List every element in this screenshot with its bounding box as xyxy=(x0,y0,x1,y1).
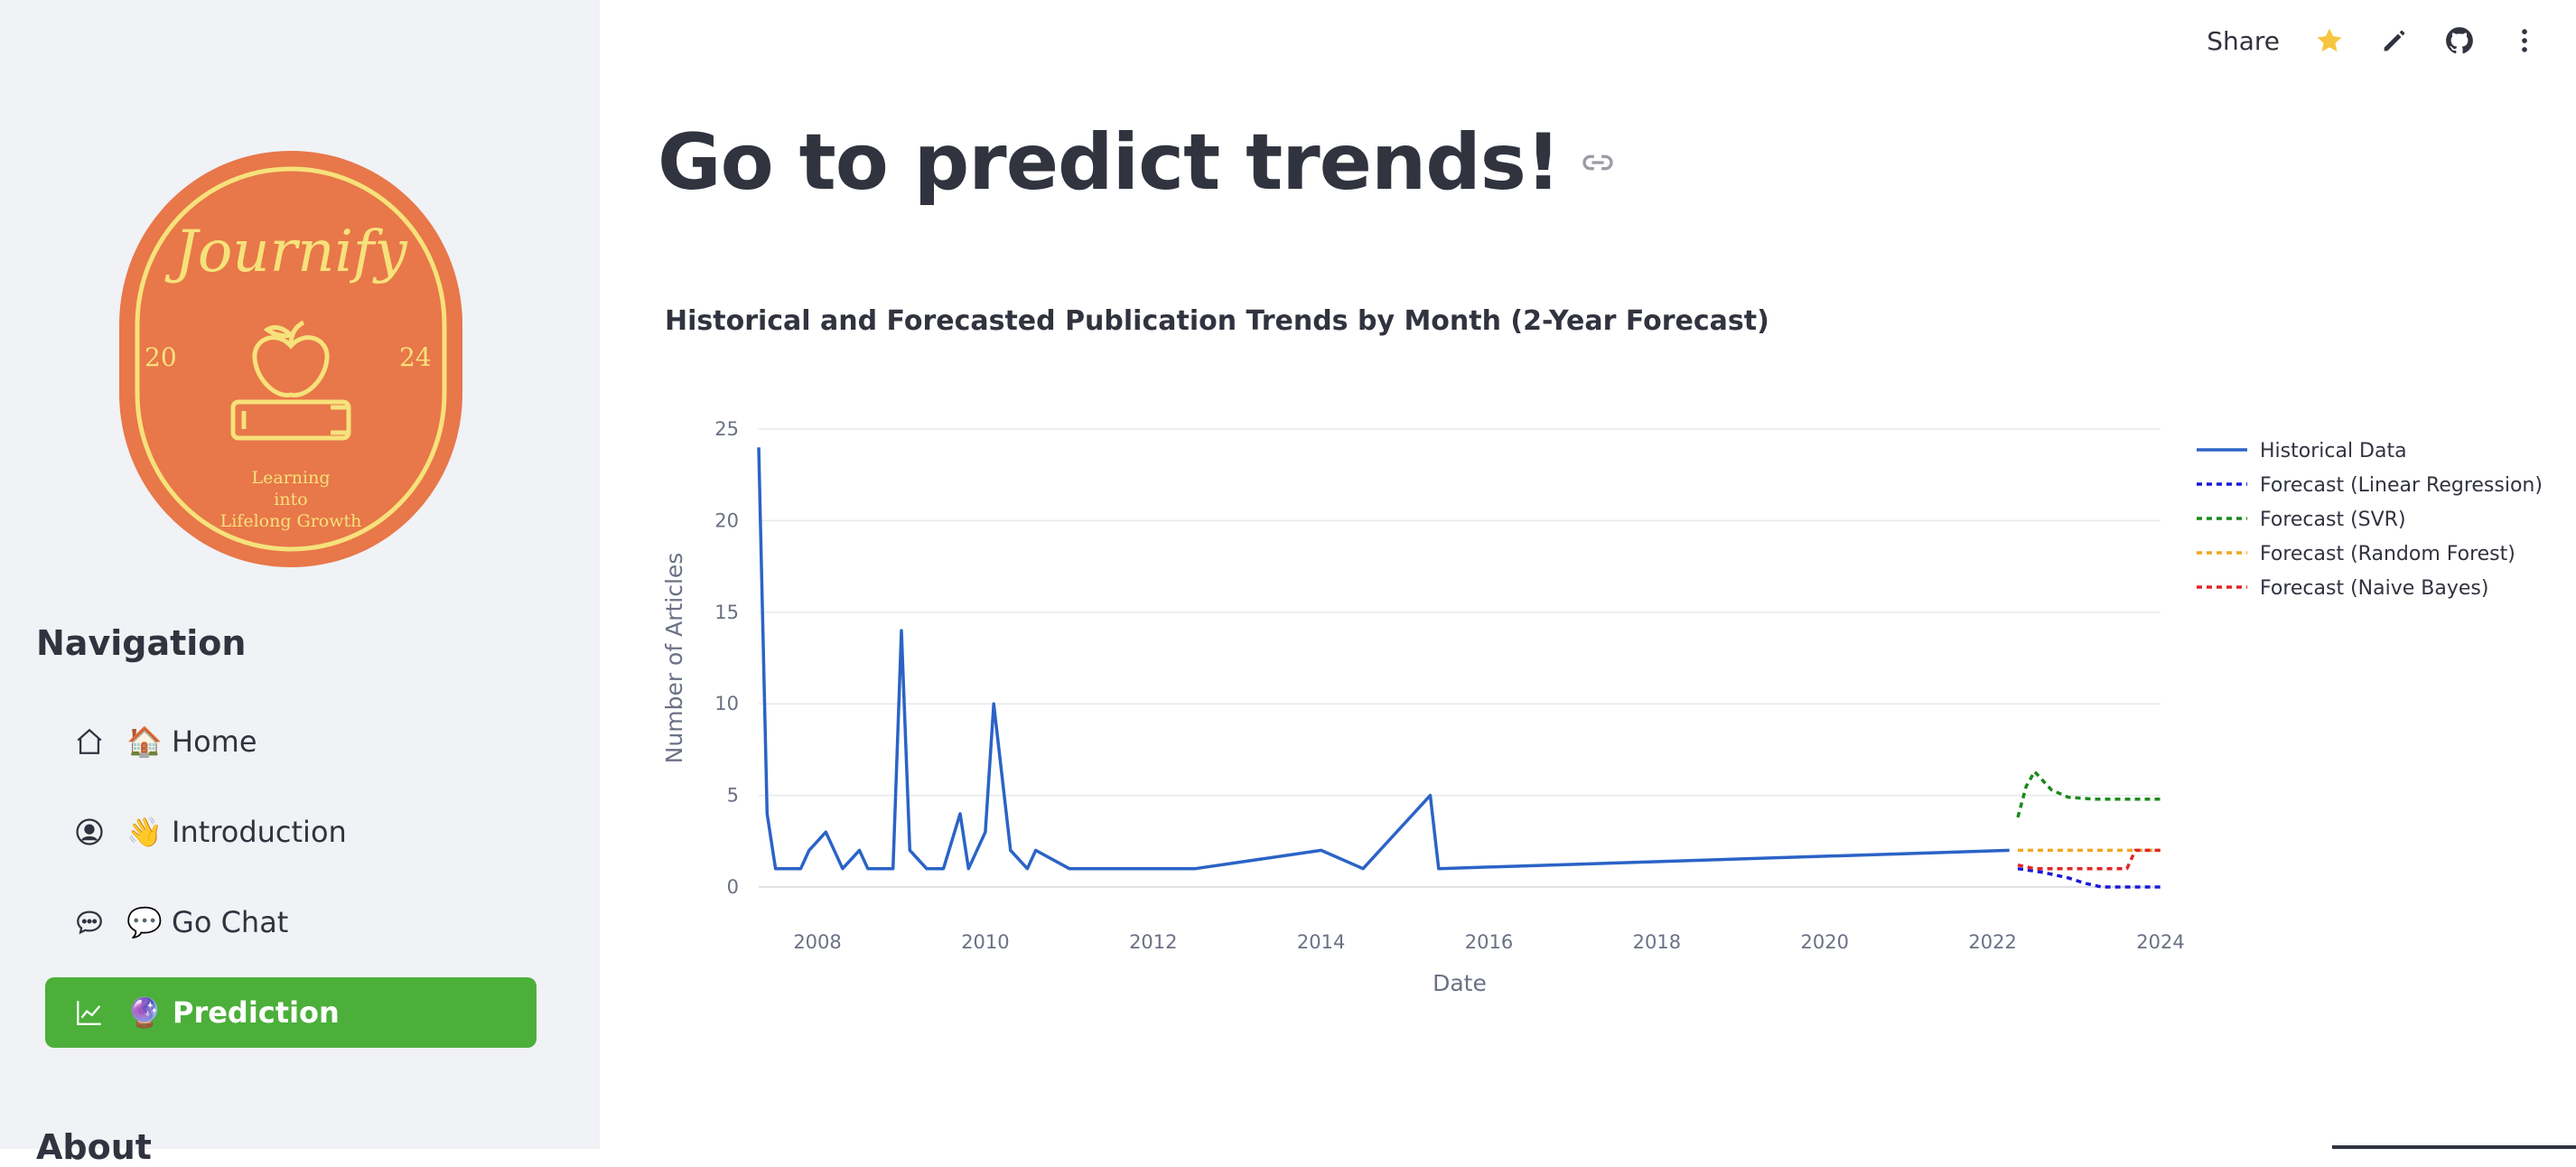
apple-book-icon xyxy=(230,320,351,441)
x-tick-label: 2022 xyxy=(1968,931,2016,953)
github-icon[interactable] xyxy=(2444,25,2475,56)
y-tick-label: 15 xyxy=(714,602,739,623)
legend-label: Forecast (SVR) xyxy=(2260,509,2406,531)
x-axis-label: Date xyxy=(1433,970,1487,996)
link-icon[interactable] xyxy=(1580,145,1616,181)
about-title: About xyxy=(36,1127,152,1167)
home-icon xyxy=(72,724,107,759)
chart-line-icon xyxy=(72,995,107,1030)
header-toolbar: Share xyxy=(2207,25,2540,56)
x-tick-label: 2024 xyxy=(2136,931,2184,953)
share-button[interactable]: Share xyxy=(2207,25,2280,56)
logo-title: Journify xyxy=(164,219,407,285)
page-title: Go to predict trends! xyxy=(658,117,1616,208)
star-icon[interactable] xyxy=(2314,25,2345,56)
x-tick-label: 2008 xyxy=(793,931,841,953)
navigation-title: Navigation xyxy=(36,623,247,663)
y-tick-label: 0 xyxy=(727,876,739,898)
legend-label: Forecast (Random Forest) xyxy=(2260,543,2515,565)
x-tick-label: 2014 xyxy=(1297,931,1345,953)
sidebar-item-label: 🔮 Prediction xyxy=(126,995,340,1030)
more-icon[interactable] xyxy=(2509,25,2540,56)
legend-label: Forecast (Linear Regression) xyxy=(2260,474,2543,497)
y-tick-label: 10 xyxy=(714,693,739,714)
x-tick-label: 2018 xyxy=(1633,931,1681,953)
bottom-edge-bar xyxy=(2332,1145,2576,1149)
logo-year-left: 20 xyxy=(145,342,177,372)
legend-label: Forecast (Naive Bayes) xyxy=(2260,577,2488,600)
sidebar-item-label: 🏠 Home xyxy=(126,724,257,759)
sidebar-item-label: 💬 Go Chat xyxy=(126,905,289,939)
user-circle-icon xyxy=(72,815,107,849)
series-line-1 xyxy=(2017,866,2161,889)
sidebar-item-label: 👋 Introduction xyxy=(126,815,347,849)
chart-title: Historical and Forecasted Publication Tr… xyxy=(665,305,1769,337)
y-axis-label: Number of Articles xyxy=(661,553,687,764)
x-tick-label: 2012 xyxy=(1129,931,1177,953)
sidebar-item-introduction[interactable]: 👋 Introduction xyxy=(45,797,537,867)
logo-tagline-2: into xyxy=(274,490,307,509)
x-tick-label: 2016 xyxy=(1465,931,1513,953)
series-line-0 xyxy=(757,447,2010,871)
logo-tagline-3: Lifelong Growth xyxy=(220,511,362,531)
sidebar: Journify 20 24 Learning into Lifelong Gr… xyxy=(0,0,600,1167)
y-tick-label: 25 xyxy=(714,418,739,440)
series-line-4 xyxy=(2017,848,2161,871)
chat-icon xyxy=(72,905,107,939)
logo-tagline-1: Learning xyxy=(252,468,331,488)
x-tick-label: 2020 xyxy=(1801,931,1849,953)
page-title-text: Go to predict trends! xyxy=(658,117,1561,208)
forecast-chart: 0 5 10 15 20 25 2008 2010 2012 2014 2016 2018 2020 20… xyxy=(661,418,2543,996)
legend-label: Historical Data xyxy=(2260,440,2407,462)
edit-icon[interactable] xyxy=(2379,25,2410,56)
series-line-2 xyxy=(2016,770,2161,818)
x-tick-label: 2010 xyxy=(961,931,1009,953)
sidebar-item-prediction[interactable]: 🔮 Prediction xyxy=(45,977,537,1048)
journify-logo: Journify 20 24 Learning into Lifelong Gr… xyxy=(119,151,462,567)
sidebar-item-go-chat[interactable]: 💬 Go Chat xyxy=(45,887,537,957)
y-tick-label: 20 xyxy=(714,509,739,531)
y-tick-label: 5 xyxy=(727,785,739,807)
sidebar-item-home[interactable]: 🏠 Home xyxy=(45,706,537,777)
logo-year-right: 24 xyxy=(399,342,432,372)
